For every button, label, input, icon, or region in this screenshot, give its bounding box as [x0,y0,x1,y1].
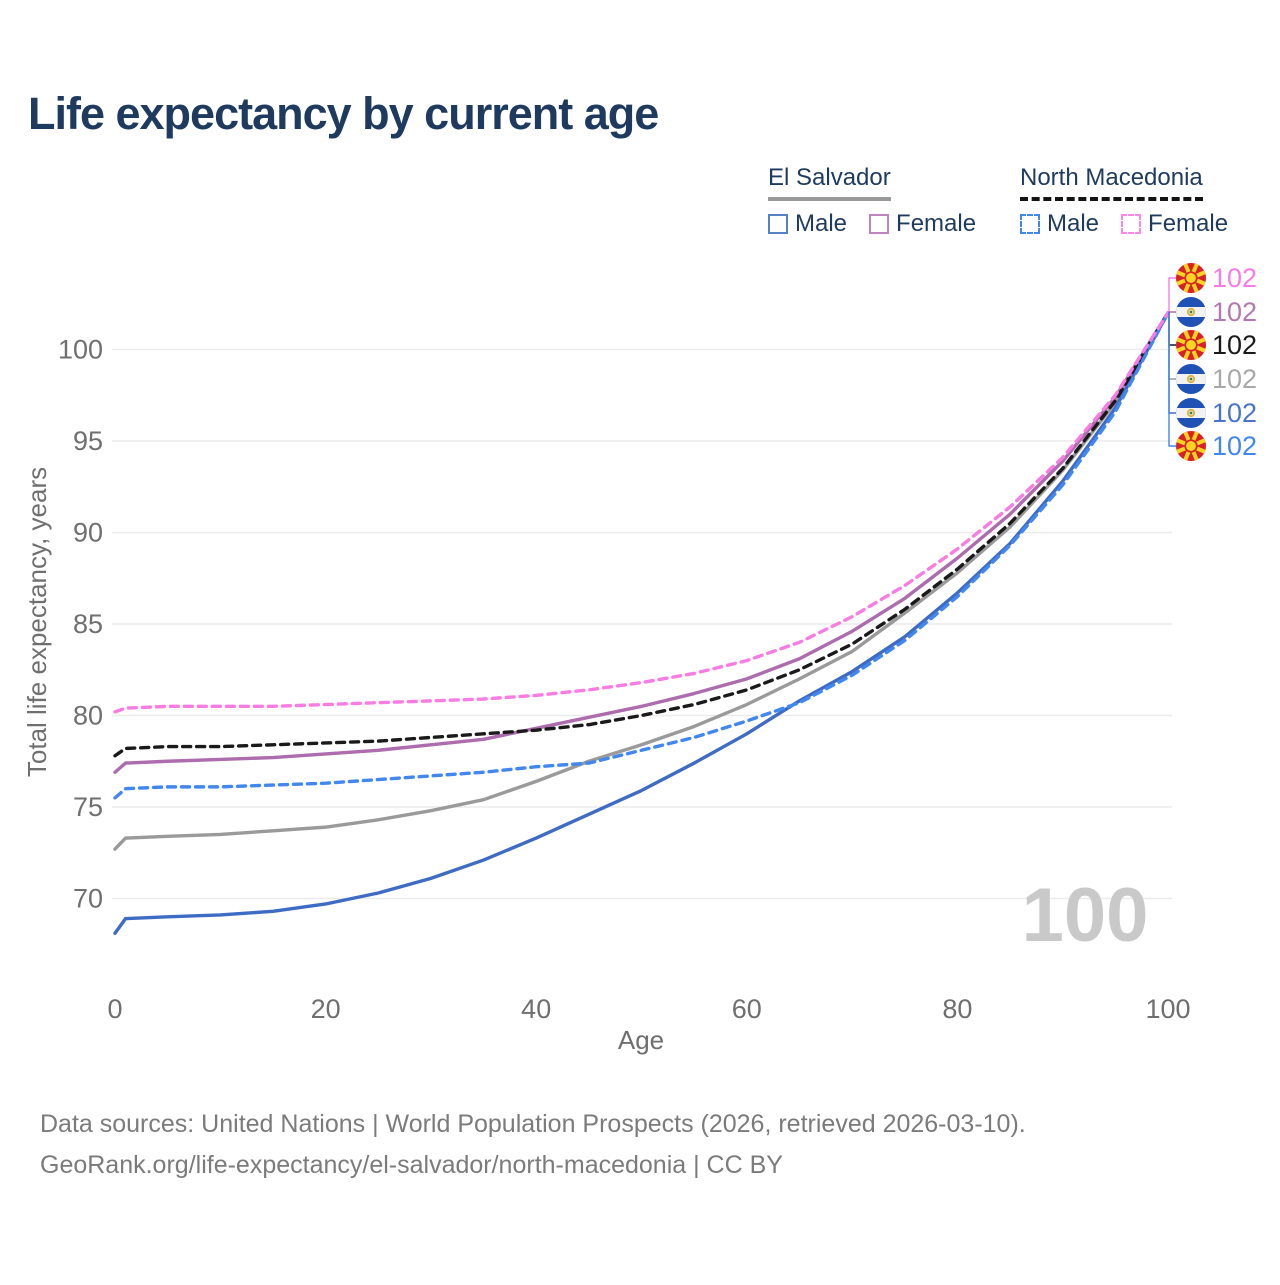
flag-mk-icon [1176,431,1206,461]
flag-mk-icon [1176,330,1206,360]
y-tick-label-90: 90 [73,518,103,548]
leader-line-nm-female [1168,277,1176,314]
watermark-year: 100 [1022,873,1149,958]
series-line-nm-female[interactable] [113,311,1170,714]
x-tick-label-0: 0 [107,994,122,1024]
legend: El Salvador Male Female North Macedonia … [0,164,1280,244]
legend-items-el-salvador: Male Female [768,210,998,238]
north-macedonia-female-swatch-icon [1121,214,1142,234]
legend-item-north-macedonia-male[interactable]: Male [1020,210,1099,238]
end-value-label-nm-male: 102 [1212,431,1257,461]
y-tick-label-100: 100 [58,335,103,365]
x-tick-label-100: 100 [1145,994,1190,1024]
x-tick-label-80: 80 [942,994,972,1024]
legend-item-label: Male [795,210,848,237]
legend-group-el-salvador: El Salvador Male Female [768,164,998,238]
series-line-nm-male[interactable] [113,311,1170,800]
end-value-label-sv-total: 102 [1212,364,1257,394]
x-tick-label-60: 60 [732,994,762,1024]
series-line-sv-female[interactable] [113,311,1170,774]
legend-group-title-north-macedonia[interactable]: North Macedonia [1020,164,1203,201]
el-salvador-female-swatch-icon [869,214,890,234]
north-macedonia-male-swatch-icon [1020,214,1040,234]
y-tick-label-75: 75 [73,792,103,822]
legend-item-label: Female [896,210,977,237]
legend-items-north-macedonia: Male Female [1020,210,1250,238]
flag-sv-icon [1176,364,1206,394]
series-line-sv-total[interactable] [113,311,1170,851]
end-value-label-sv-female: 102 [1212,297,1257,327]
y-tick-label-95: 95 [73,426,103,456]
legend-item-label: Male [1047,210,1100,237]
leader-line-nm-male [1168,312,1176,447]
el-salvador-male-swatch-icon [768,214,788,234]
footer-attribution-line: GeoRank.org/life-expectancy/el-salvador/… [40,1151,783,1179]
footer-sources-line: Data sources: United Nations | World Pop… [40,1110,1026,1138]
legend-item-el-salvador-female[interactable]: Female [869,210,976,238]
flag-sv-icon [1176,398,1206,428]
legend-item-label: Female [1148,210,1229,237]
end-value-label-sv-male: 102 [1212,398,1257,428]
flag-mk-icon [1176,263,1206,293]
x-tick-label-20: 20 [311,994,341,1024]
legend-group-title-el-salvador[interactable]: El Salvador [768,164,891,201]
chart-footer: Data sources: United Nations | World Pop… [40,1104,1026,1186]
end-value-label-nm-total: 102 [1212,330,1257,360]
legend-group-north-macedonia: North Macedonia Male Female [1020,164,1250,238]
page-title: Life expectancy by current age [28,88,659,139]
series-line-sv-male[interactable] [113,311,1170,935]
series-line-nm-total[interactable] [113,311,1170,758]
x-tick-label-40: 40 [521,994,551,1024]
x-axis-label: Age [618,1025,664,1055]
legend-item-north-macedonia-female[interactable]: Female [1121,210,1228,238]
y-tick-label-70: 70 [73,884,103,914]
end-value-label-nm-female: 102 [1212,263,1257,293]
y-tick-label-80: 80 [73,701,103,731]
flag-sv-icon [1176,297,1206,327]
y-axis-label: Total life expectancy, years [22,467,52,777]
legend-item-el-salvador-male[interactable]: Male [768,210,847,238]
y-tick-label-85: 85 [73,609,103,639]
